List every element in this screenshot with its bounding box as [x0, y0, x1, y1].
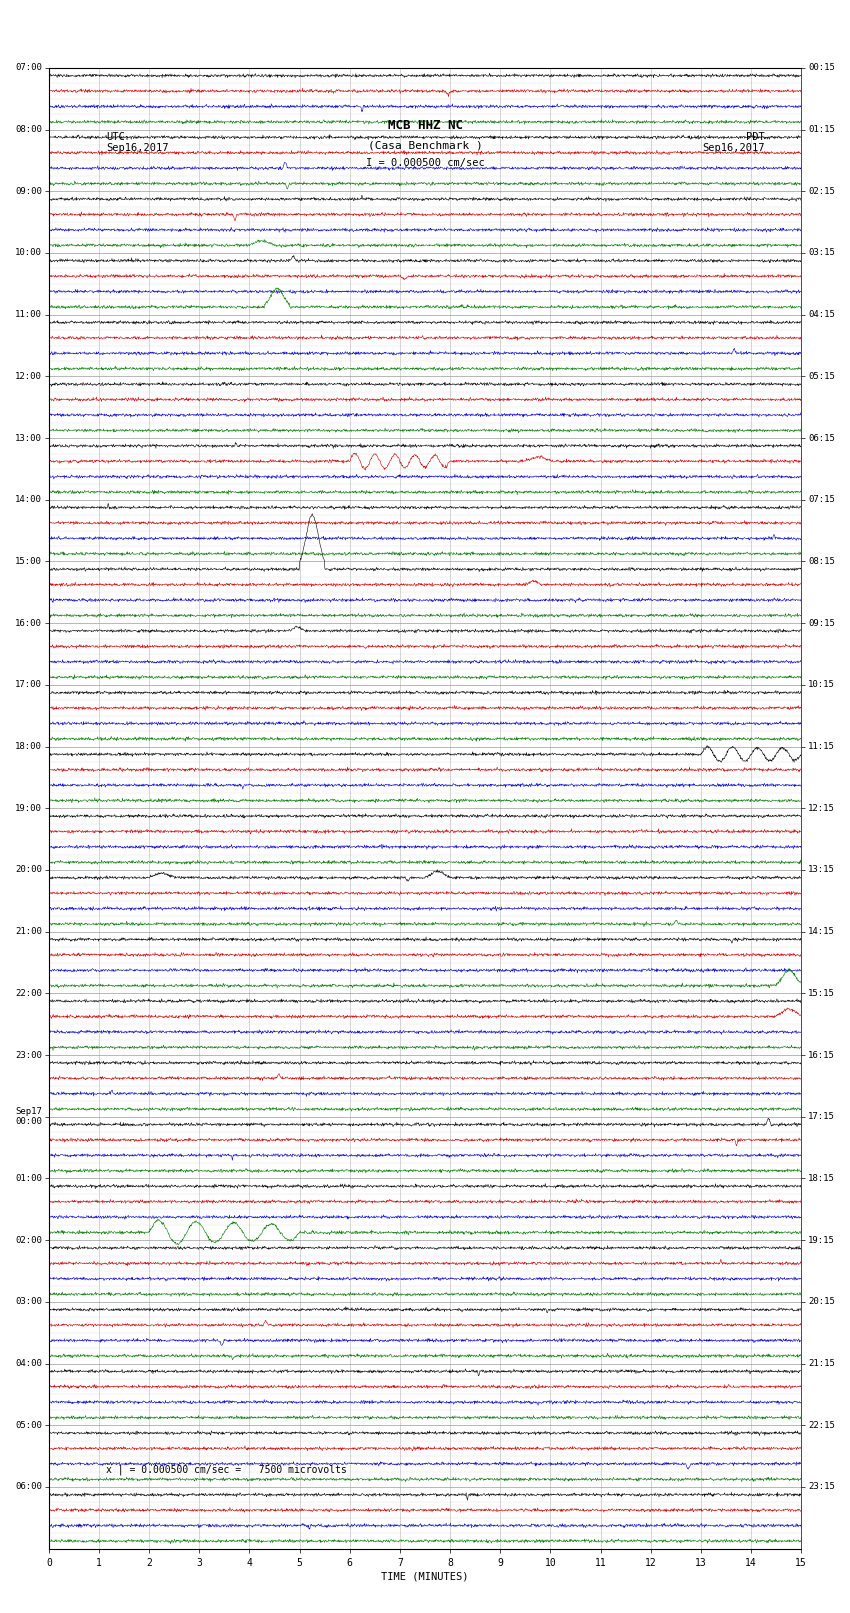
Text: UTC
Sep16,2017: UTC Sep16,2017	[106, 132, 169, 153]
Text: I = 0.000500 cm/sec: I = 0.000500 cm/sec	[366, 158, 484, 168]
Text: (Casa Benchmark ): (Casa Benchmark )	[367, 140, 483, 150]
X-axis label: TIME (MINUTES): TIME (MINUTES)	[382, 1573, 468, 1582]
Text: MCB HHZ NC: MCB HHZ NC	[388, 119, 462, 132]
Text: x | = 0.000500 cm/sec =   7500 microvolts: x | = 0.000500 cm/sec = 7500 microvolts	[106, 1465, 347, 1476]
Text: PDT
Sep16,2017: PDT Sep16,2017	[702, 132, 765, 153]
